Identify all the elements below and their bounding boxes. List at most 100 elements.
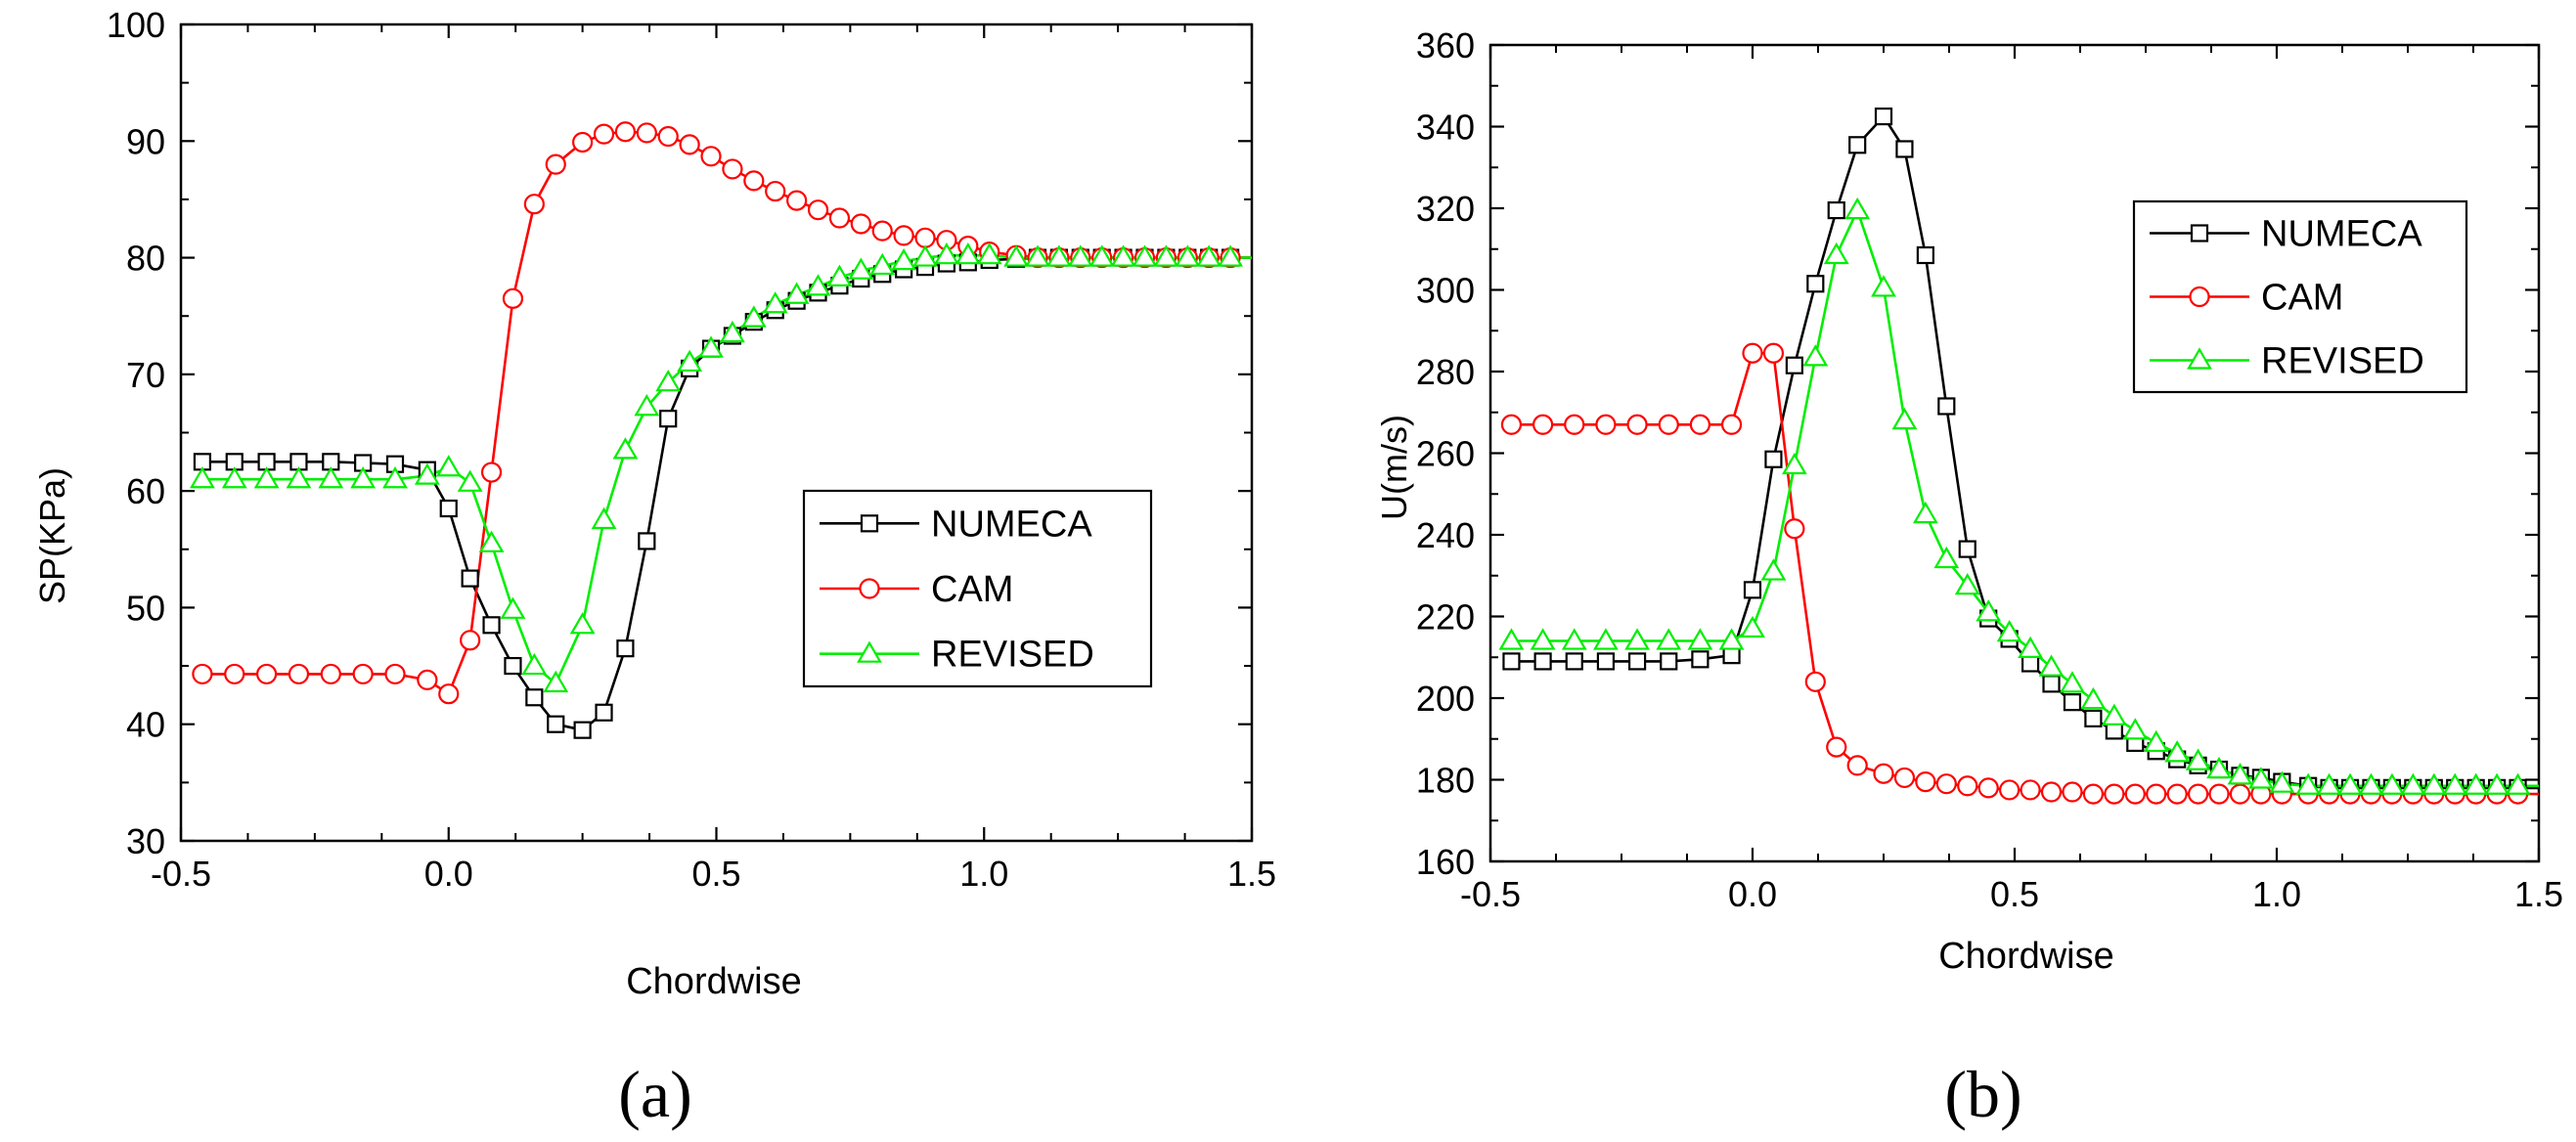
chart-a-cam-point	[572, 131, 594, 154]
chart-b-revised-point	[1891, 407, 1918, 430]
chart-a-cam-point	[545, 154, 566, 175]
chart-b-revised-point	[1740, 615, 1765, 638]
chart-b-revised-point	[2185, 748, 2211, 770]
chart-b-revised-point	[2060, 671, 2085, 693]
chart-a-revised-point	[612, 437, 639, 460]
chart-a-revised-point	[912, 244, 938, 267]
chart-a-revised-point	[253, 466, 280, 489]
chart-b-numeca-point	[1806, 275, 1825, 293]
chart-a-numeca-point	[573, 721, 592, 739]
chart-a-cam-point	[893, 225, 914, 246]
chart-b-cam-point	[1957, 775, 1978, 797]
chart-b-revised-point	[1781, 452, 1807, 475]
chart-b-cam-point	[1500, 414, 1523, 435]
chart-b-cam-point	[1689, 414, 1711, 435]
chart-a-numeca-point	[638, 532, 656, 550]
chart-b-revised-point	[2421, 772, 2447, 795]
chart-b-revised-point	[2269, 770, 2295, 793]
chart-b-revised-point	[2358, 772, 2384, 795]
chart-a-cam-point	[224, 663, 245, 685]
chart-b-ytick-label: 360	[1416, 25, 1475, 66]
chart-b-cam-point	[2166, 783, 2188, 805]
chart-a-revised-point	[934, 242, 959, 265]
chart-a-ytick-label: 60	[126, 471, 165, 511]
chart-b-revised-point	[2442, 772, 2468, 795]
chart-b-ylabel: U(m/s)	[1374, 415, 1414, 520]
chart-b-cam-point	[1873, 763, 1894, 784]
chart-b-revised-point	[1530, 628, 1556, 650]
chart-b-revised-point	[2295, 772, 2322, 795]
chart-a-xlabel: Chordwise	[626, 961, 802, 1002]
chart-b-xtick-label: 0.0	[1728, 874, 1777, 914]
chart-a-panel-label: (a)	[618, 1057, 691, 1131]
chart-b-numeca-point	[1627, 652, 1647, 671]
chart-b-ytick-label: 260	[1416, 434, 1475, 474]
chart-b-numeca-point	[2084, 709, 2103, 727]
chart-b-revised-point	[2337, 772, 2363, 795]
chart-a-revised-point	[318, 466, 344, 489]
chart-b-revised-point	[1760, 558, 1787, 581]
chart-a-cam-point	[636, 122, 657, 144]
chart-a-revised-point	[221, 466, 247, 489]
chart-a-revised-point	[1067, 244, 1093, 267]
chart-b-cam-point	[2020, 779, 2041, 801]
chart-b-cam-point	[2062, 781, 2083, 803]
chart-a-revised-point	[543, 670, 569, 693]
chart-a-cam-point	[914, 227, 936, 248]
chart-a-xtick-label: 1.0	[959, 854, 1008, 894]
chart-a-cam-point	[384, 663, 406, 685]
chart-b-revised-point	[1996, 620, 2022, 642]
chart-a-ytick-label: 70	[126, 355, 165, 395]
chart-a-cam-point	[593, 123, 615, 145]
chart-b-cam-point	[1532, 414, 1554, 435]
chart-b-revised-point	[2505, 772, 2531, 795]
chart-a-revised-point	[500, 596, 526, 619]
chart-a-xtick-label: 0.0	[424, 854, 473, 894]
chart-a-revised-point	[521, 652, 548, 676]
chart-a-cam-point	[523, 194, 545, 215]
chart-a-xtick-label: 0.5	[691, 854, 740, 894]
chart-a-revised-point	[1025, 244, 1050, 267]
chart-a-revised-point	[457, 469, 483, 492]
chart-b-legend-numeca-marker	[2190, 224, 2209, 242]
chart-b-ytick-label: 200	[1416, 679, 1475, 719]
chart-a-cam-point	[807, 199, 829, 221]
chart-a-revised-point	[783, 282, 810, 304]
chart-b-cam-point	[2146, 783, 2167, 805]
chart-a-cam-point	[256, 663, 278, 685]
chart-a-ytick-label: 90	[126, 121, 165, 161]
chart-b-legend-cam-label: CAM	[2261, 278, 2343, 319]
chart-a-cam-point	[850, 213, 871, 235]
chart-a-cam-point	[480, 461, 503, 483]
chart-a-cam-point	[192, 663, 213, 685]
chart-a-legend-revised-marker	[857, 640, 882, 663]
chart-b-numeca-point	[2063, 693, 2082, 712]
chart-a-revised-point	[891, 247, 917, 271]
chart-a-cam-point	[743, 170, 765, 192]
chart-a-numeca-point	[547, 715, 565, 733]
chart-b-series-numeca-line	[1511, 113, 2539, 790]
chart-a-cam-point	[657, 125, 679, 148]
chart-a-revised-point	[677, 349, 703, 373]
chart-b-ytick-label: 280	[1416, 352, 1475, 392]
chart-a-ytick-label: 80	[126, 239, 165, 279]
chart-a-revised-point	[1175, 244, 1201, 267]
chart-b-revised-point	[2122, 718, 2149, 740]
chart-b-cam-point	[2229, 783, 2251, 805]
chart-b-ytick-label: 180	[1416, 761, 1475, 801]
chart-b-revised-point	[2316, 772, 2342, 795]
chart-a-numeca-point	[482, 616, 501, 635]
chart-b-cam-point	[1846, 755, 1868, 776]
chart-b-cam-point	[2040, 781, 2063, 803]
chart-b-cam-point	[2188, 783, 2209, 805]
chart-b-cam-point	[1826, 736, 1847, 758]
chart-b-cam-point	[2082, 783, 2104, 805]
chart-b-legend-revised-marker	[2187, 347, 2212, 370]
chart-a-cam-point	[614, 121, 637, 143]
chart-b-revised-point	[2164, 740, 2191, 763]
chart-a-legend-revised-label: REVISED	[931, 635, 1094, 676]
chart-b-revised-point	[1656, 628, 1682, 650]
chart-b-revised-point	[2143, 729, 2169, 753]
chart-a-cam-point	[828, 207, 851, 229]
chart-a-revised-point	[698, 335, 724, 358]
